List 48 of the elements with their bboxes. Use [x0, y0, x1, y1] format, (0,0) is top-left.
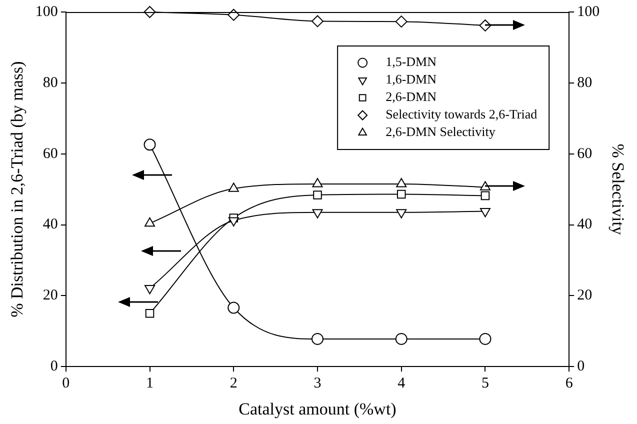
x-tick-label: 1	[146, 376, 154, 392]
y2-axis-title: % Selectivity	[608, 144, 628, 236]
x-tick-label: 4	[398, 376, 406, 392]
point	[312, 178, 323, 188]
point	[312, 15, 324, 28]
point	[145, 309, 154, 318]
point	[228, 182, 239, 192]
point	[144, 284, 156, 294]
y-tick-label: 0	[50, 358, 58, 375]
point	[480, 208, 490, 218]
legend-label: 1,5-DMN	[386, 54, 438, 70]
x-tick-label: 5	[481, 376, 489, 392]
point	[228, 217, 239, 227]
point	[480, 181, 490, 190]
x-tick-label: 0	[62, 376, 70, 392]
y-tick-label: 80	[42, 74, 58, 91]
point	[395, 332, 408, 345]
point	[395, 16, 408, 28]
point	[313, 190, 322, 200]
legend-label: Selectivity towards 2,6-Triad	[386, 106, 538, 122]
legend-label: 2,6-DMN	[386, 89, 438, 104]
y2-tick-label: 80	[577, 74, 592, 91]
point	[396, 178, 407, 188]
y-axis-title: % Distribution in 2,6-Triad (by mass)	[8, 61, 27, 318]
legend-label: 2,6-DMN Selectivity	[386, 124, 496, 140]
y2-tick-label: 20	[577, 288, 592, 304]
x-tick-label: 3	[314, 376, 322, 392]
point	[312, 332, 324, 345]
y2-tick-label: 0	[577, 358, 585, 375]
point	[396, 209, 407, 218]
x-tick-label: 6	[565, 376, 574, 392]
y-tick-label: 60	[42, 146, 58, 162]
x-tick-label: 2	[230, 376, 238, 392]
point	[396, 190, 406, 199]
x-axis-title: Catalyst amount (%wt)	[238, 399, 396, 418]
y-tick-label: 40	[42, 216, 58, 233]
point	[144, 217, 156, 227]
y-tick-label: 20	[42, 288, 58, 304]
y2-tick-label: 60	[577, 146, 592, 162]
y-tick-label: 100	[35, 4, 58, 20]
y2-tick-label: 100	[577, 4, 600, 20]
point	[479, 332, 492, 345]
point	[144, 138, 156, 151]
point	[228, 302, 240, 314]
point	[312, 209, 323, 218]
legend-label: 1,6-DMN	[386, 72, 438, 87]
point	[480, 191, 490, 200]
y2-tick-label: 40	[577, 216, 592, 233]
